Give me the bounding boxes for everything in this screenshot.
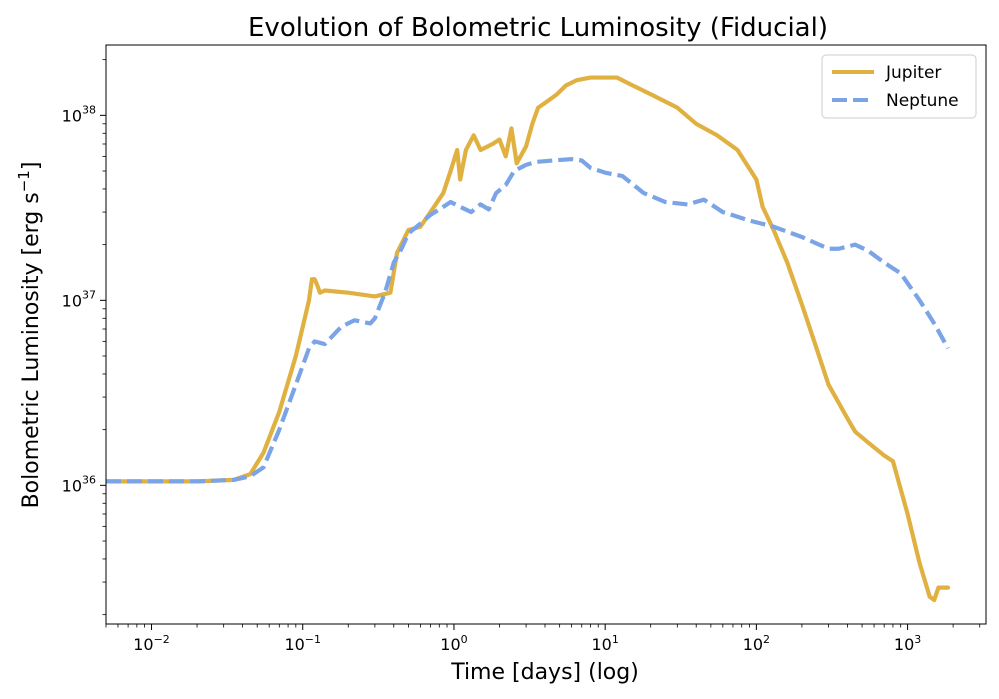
series-line-neptune — [106, 157, 950, 484]
y-axis-label: Bolometric Luminosity [erg s−1] — [15, 162, 44, 509]
y-axis-label-main: Bolometric Luminosity [erg s — [19, 192, 44, 508]
series-line-jupiter — [106, 75, 951, 603]
y-axis-label-close: ] — [19, 162, 44, 171]
x-tick-label: 10−1 — [284, 633, 321, 654]
x-tick-label: 100 — [440, 633, 467, 654]
x-axis-label: Time [days] (log) — [450, 660, 639, 685]
x-tick-label: 103 — [894, 633, 921, 654]
x-tick-label: 101 — [591, 633, 618, 654]
x-tick-label: 10−2 — [133, 633, 170, 654]
plot-area: 10−2 10−1 100 101 102 103 1036 1037 1038 — [62, 44, 987, 654]
y-axis-label-exponent: −1 — [15, 170, 33, 192]
legend-label-jupiter: Jupiter — [885, 63, 941, 83]
x-tick-label: 102 — [743, 633, 770, 654]
legend-label-neptune: Neptune — [886, 91, 959, 111]
plot-frame — [105, 44, 987, 625]
legend: Jupiter Neptune — [821, 54, 977, 119]
y-tick-label: 1038 — [62, 103, 96, 125]
y-tick-label: 1036 — [62, 473, 96, 495]
y-tick-label: 1037 — [62, 288, 96, 310]
chart-title: Evolution of Bolometric Luminosity (Fidu… — [248, 13, 828, 43]
